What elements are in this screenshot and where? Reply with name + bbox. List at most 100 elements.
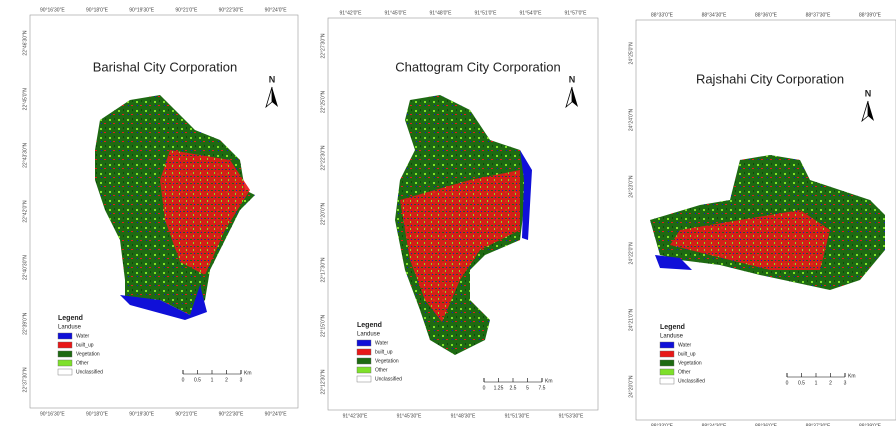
coordinate-label: 90°18'0"E [86, 7, 109, 13]
legend-label: Other [678, 369, 691, 375]
legend-label: Unclassified [76, 369, 103, 375]
scale-label: 1 [211, 377, 214, 383]
coordinate-label: 22°25'0"N [320, 90, 326, 113]
legend-swatch [58, 369, 72, 375]
legend-title: Legend [357, 322, 382, 329]
legend-label: Water [76, 333, 89, 339]
coordinate-label: 91°45'30"E [397, 413, 422, 419]
legend-label: built_up [375, 349, 393, 355]
legend-label: built_up [678, 351, 696, 357]
coordinate-label: 22°37'30"N [22, 367, 28, 392]
coordinate-label: 88°39'0"E [859, 12, 882, 18]
scale-label: 0.5 [798, 380, 805, 386]
coordinate-label: 90°22'30"E [219, 411, 244, 417]
legend-swatch [660, 351, 674, 357]
coordinate-label: 90°19'30"E [129, 411, 154, 417]
legend-subtitle: Landuse [58, 325, 82, 331]
coordinate-label: 90°16'30"E [40, 411, 65, 417]
coordinate-label: 88°36'0"E [755, 12, 778, 18]
legend-title: Legend [660, 324, 685, 331]
legend-swatch [660, 378, 674, 384]
legend-title: Legend [58, 315, 83, 322]
coordinate-label: 22°40'30"N [22, 255, 28, 280]
legend-label: Vegetation [375, 358, 399, 364]
legend-swatch [660, 360, 674, 366]
coordinate-label: 22°39'0"N [22, 312, 28, 335]
scale-label: 5 [526, 385, 529, 391]
coordinate-label: 24°21'0"N [628, 308, 634, 331]
coordinate-label: 90°24'0"E [265, 411, 288, 417]
coordinate-label: 24°20'0"N [628, 375, 634, 398]
coordinate-label: 22°45'0"N [22, 88, 28, 111]
map-title: Rajshahi City Corporation [696, 71, 844, 86]
coordinate-label: 90°21'0"E [175, 7, 198, 13]
scale-label: 0 [182, 377, 185, 383]
scale-label: 2 [829, 380, 832, 386]
north-label: N [865, 88, 872, 98]
coordinate-label: 90°21'0"E [175, 411, 198, 417]
scale-label: 2 [225, 377, 228, 383]
legend-swatch [660, 369, 674, 375]
coordinate-label: 90°19'30"E [129, 7, 154, 13]
legend-swatch [357, 376, 371, 382]
map-panel: Chattogram City Corporation N 91°42'0"E 91°… [320, 10, 598, 419]
scale-label: 7.5 [539, 385, 546, 391]
coordinate-label: 91°42'0"E [340, 10, 363, 16]
legend-swatch [357, 367, 371, 373]
scale-label: 2.5 [510, 385, 517, 391]
legend-swatch [58, 333, 72, 339]
coordinate-label: 22°20'0"N [320, 202, 326, 225]
scale-label: 1.25 [494, 385, 504, 391]
coordinate-label: 24°23'0"N [628, 175, 634, 198]
map-figure: Barishal City CorporationN90°16'30"E90°1… [0, 0, 896, 426]
coordinate-label: 24°22'0"N [628, 242, 634, 265]
legend-swatch [357, 340, 371, 346]
legend-swatch [58, 342, 72, 348]
coordinate-label: 91°51'0"E [475, 10, 498, 16]
coordinate-label: 22°46'30"N [22, 30, 28, 55]
scale-unit: Km [848, 373, 856, 379]
legend-label: Water [375, 340, 388, 346]
north-label: N [569, 74, 576, 84]
legend-label: Other [76, 360, 89, 366]
coordinate-label: 24°24'0"N [628, 108, 634, 131]
scale-unit: Km [545, 378, 553, 384]
scale-label: 0 [483, 385, 486, 391]
coordinate-label: 22°15'0"N [320, 314, 326, 337]
scale-label: 0.5 [194, 377, 201, 383]
coordinate-label: 22°22'30"N [320, 145, 326, 170]
scale-label: 3 [240, 377, 243, 383]
scale-label: 1 [815, 380, 818, 386]
legend-swatch [357, 358, 371, 364]
legend-label: built_up [76, 342, 94, 348]
legend-subtitle: Landuse [660, 334, 684, 340]
legend-subtitle: Landuse [357, 332, 381, 338]
coordinate-label: 91°48'0"E [430, 10, 453, 16]
map-title: Chattogram City Corporation [395, 59, 560, 74]
coordinate-label: 22°17'30"N [320, 257, 326, 282]
legend-label: Unclassified [375, 376, 402, 382]
scale-label: 3 [844, 380, 847, 386]
coordinate-label: 91°45'0"E [385, 10, 408, 16]
legend-label: Unclassified [678, 378, 705, 384]
coordinate-label: 91°42'30"E [343, 413, 368, 419]
coordinate-label: 88°37'30"E [806, 12, 831, 18]
scale-label: 0 [786, 380, 789, 386]
coordinate-label: 22°12'30"N [320, 369, 326, 394]
coordinate-label: 91°51'30"E [505, 413, 530, 419]
coordinate-label: 24°25'0"N [628, 42, 634, 65]
legend-swatch [357, 349, 371, 355]
coordinate-label: 88°34'30"E [702, 12, 727, 18]
coordinate-label: 88°33'0"E [651, 12, 674, 18]
map-panel: Rajshahi City Corporation N 88°33'0"E 88°34… [628, 12, 896, 426]
coordinate-label: 91°54'0"E [520, 10, 543, 16]
legend-swatch [660, 342, 674, 348]
coordinate-label: 90°24'0"E [265, 7, 288, 13]
legend-swatch [58, 351, 72, 357]
legend-label: Vegetation [678, 360, 702, 366]
legend-label: Other [375, 367, 388, 373]
coordinate-label: 91°57'0"E [565, 10, 588, 16]
coordinate-label: 90°18'0"E [86, 411, 109, 417]
coordinate-label: 91°48'30"E [451, 413, 476, 419]
